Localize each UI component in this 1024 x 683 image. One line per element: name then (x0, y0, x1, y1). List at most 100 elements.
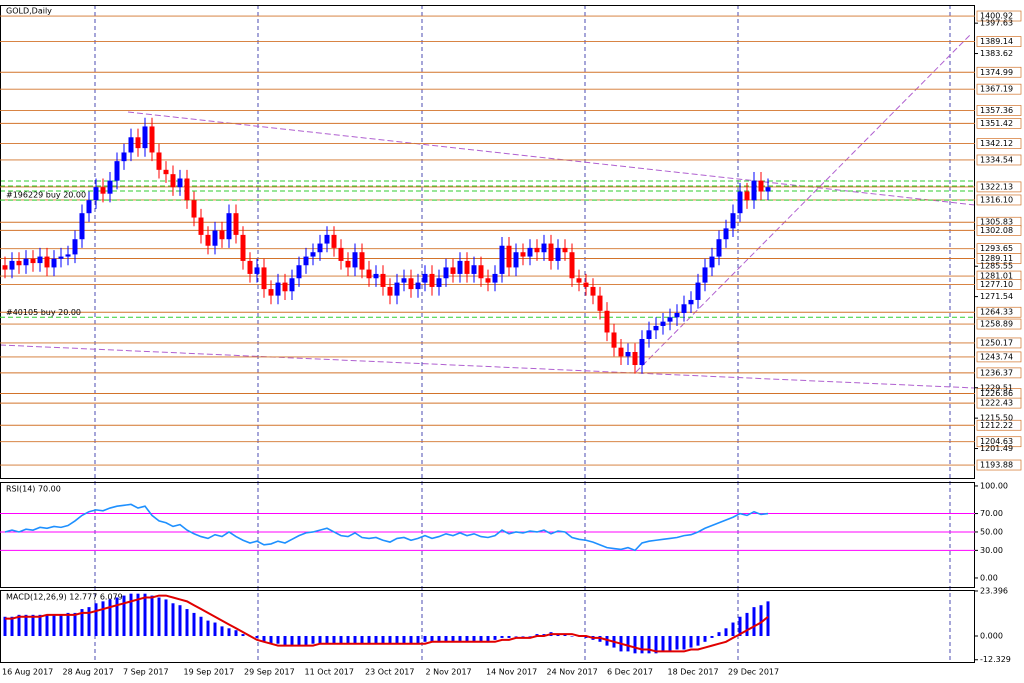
candle-body (268, 289, 274, 296)
candle-body (611, 332, 617, 348)
candle-body (359, 252, 365, 270)
macd-bar (269, 636, 273, 644)
level-label: 1400.92 (980, 12, 1013, 21)
candle-body (86, 200, 92, 214)
macd-panel-frame (0, 590, 975, 663)
level-label-box (976, 318, 1022, 330)
macd-bar (402, 636, 406, 644)
level-label: 1342.12 (980, 139, 1013, 148)
candle-body (352, 252, 358, 268)
candle-body (394, 282, 400, 296)
candle-body (149, 126, 155, 153)
level-label: 1367.19 (980, 85, 1013, 94)
level-label-box (976, 138, 1022, 149)
candle-body (282, 282, 288, 292)
candle-body (597, 295, 603, 311)
candle-body (317, 243, 323, 253)
candle-body (499, 245, 505, 274)
main-panel-frame (0, 5, 975, 479)
level-label-box (976, 154, 1022, 166)
macd-bar (276, 636, 280, 644)
macd-bar (682, 636, 686, 650)
macd-bar (654, 636, 658, 654)
candle-body (240, 234, 246, 261)
candle-body (583, 282, 589, 287)
macd-bar (206, 620, 210, 637)
candle-body (765, 187, 771, 192)
x-tick-label: 29 Dec 2017 (728, 668, 779, 677)
y-tick-label: 100.00 (980, 481, 1008, 490)
level-label: 1204.63 (980, 437, 1013, 446)
macd-bar (3, 616, 7, 637)
macd-bar (318, 636, 322, 644)
macd-bar (122, 595, 126, 637)
macd-bar (640, 636, 644, 654)
macd-bar (731, 622, 735, 637)
candle-body (373, 273, 379, 279)
macd-bar (738, 616, 742, 637)
level-label-box (976, 225, 1022, 236)
y-tick-label: 1397.63 (980, 19, 1013, 28)
chart-title: GOLD,Daily (6, 7, 52, 16)
level-label-box (976, 367, 1022, 379)
macd-bar (213, 622, 217, 637)
x-tick-label: 29 Sep 2017 (244, 668, 295, 677)
candle-body (730, 213, 736, 229)
candle-body (128, 137, 134, 153)
x-tick-label: 7 Sep 2017 (123, 668, 169, 677)
level-label: 1226.86 (980, 389, 1013, 398)
candle-body (226, 213, 232, 240)
macd-bar (521, 636, 525, 637)
level-label-box (976, 459, 1022, 471)
candle-body (261, 267, 267, 290)
macd-bar (45, 614, 49, 637)
candle-body (331, 234, 337, 248)
candle-body (471, 265, 477, 274)
candle-body (254, 267, 260, 274)
level-label: 1351.42 (980, 119, 1013, 128)
candle-body (275, 282, 281, 296)
macd-bar (283, 636, 287, 646)
candle-body (408, 278, 414, 290)
candle-body (450, 267, 456, 274)
macd-bar (297, 636, 301, 646)
macd-bar (696, 636, 700, 646)
candle-body (751, 180, 757, 201)
trend-line (635, 34, 971, 373)
macd-bar (171, 603, 175, 637)
candle-body (135, 137, 141, 149)
y-tick-label: 1271.54 (980, 292, 1013, 301)
macd-bar (745, 612, 749, 637)
y-tick-label: 1383.62 (980, 49, 1013, 58)
x-tick-label: 2 Nov 2017 (426, 668, 472, 677)
level-label-box (976, 105, 1022, 116)
candle-body (198, 217, 204, 235)
macd-bar (192, 612, 196, 637)
level-label: 1302.08 (980, 226, 1013, 235)
macd-bar (157, 597, 161, 637)
candle-body (163, 169, 169, 175)
level-label-box (976, 419, 1022, 431)
candle-body (9, 260, 15, 270)
level-label-box (976, 279, 1022, 290)
macd-bar (80, 609, 84, 637)
macd-bar (661, 636, 665, 652)
level-label: 1293.65 (980, 244, 1013, 253)
macd-bar (129, 593, 133, 637)
level-label-box (976, 253, 1022, 264)
x-tick-label: 16 Aug 2017 (2, 668, 53, 677)
macd-bar (675, 636, 679, 650)
macd-bar (241, 634, 245, 637)
macd-bar (178, 605, 182, 637)
level-label: 1322.13 (980, 182, 1013, 191)
candle-body (380, 273, 386, 287)
macd-bar (409, 636, 413, 644)
level-label: 1264.33 (980, 308, 1013, 317)
macd-bar (325, 636, 329, 644)
macd-bar (227, 628, 231, 637)
level-label: 1289.11 (980, 254, 1013, 263)
macd-bar (31, 614, 35, 637)
macd-bar (717, 632, 721, 637)
x-tick-label: 11 Oct 2017 (305, 668, 354, 677)
candle-body (177, 178, 183, 188)
